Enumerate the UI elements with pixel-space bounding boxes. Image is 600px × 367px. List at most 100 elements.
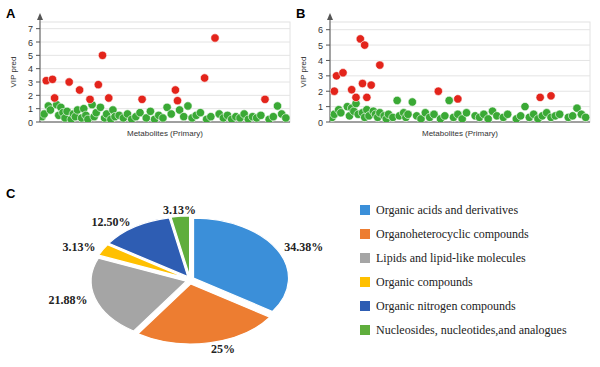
tick-mark bbox=[36, 108, 40, 109]
grid-line bbox=[330, 60, 590, 61]
plot-area bbox=[330, 22, 590, 122]
point bbox=[484, 115, 492, 122]
point bbox=[75, 86, 83, 94]
point bbox=[200, 74, 208, 82]
point bbox=[167, 110, 175, 118]
tick-label: 0 bbox=[28, 118, 33, 128]
tick-label: 4 bbox=[28, 64, 33, 74]
points bbox=[40, 34, 290, 122]
tick-mark bbox=[36, 68, 40, 69]
tick-label: 4 bbox=[318, 56, 323, 66]
point bbox=[86, 95, 94, 103]
tick-label: 2 bbox=[28, 91, 33, 101]
x-axis-title: Metabolites (Primary) bbox=[127, 129, 203, 138]
x-axis-title: Metabolites (Primary) bbox=[422, 129, 498, 138]
point bbox=[173, 96, 181, 104]
axis-arrow bbox=[37, 13, 43, 20]
scatter-panel: B0123456Metabolites (Primary)VIP pred bbox=[296, 6, 590, 138]
y-axis bbox=[40, 16, 41, 122]
tick-mark bbox=[326, 45, 330, 46]
scatter-panel: A01234567Metabolites (Primary)VIP pred bbox=[6, 6, 290, 138]
tick-mark bbox=[326, 106, 330, 107]
legend-label: Organic compounds bbox=[376, 275, 473, 289]
slice bbox=[171, 216, 190, 276]
tick-mark bbox=[36, 122, 40, 123]
tick-label: 3 bbox=[28, 78, 33, 88]
legend-swatch bbox=[360, 325, 370, 335]
point bbox=[146, 107, 154, 115]
legend-swatch bbox=[360, 205, 370, 215]
point bbox=[261, 95, 269, 103]
legend-label: Organic nitrogen compounds bbox=[376, 299, 516, 313]
point bbox=[360, 41, 368, 49]
tick-mark bbox=[36, 55, 40, 56]
point bbox=[347, 85, 355, 93]
point bbox=[568, 112, 576, 120]
point bbox=[441, 112, 449, 120]
slices bbox=[91, 216, 288, 344]
tick-mark bbox=[326, 29, 330, 30]
point bbox=[445, 96, 453, 104]
tick-label: 0 bbox=[318, 118, 323, 128]
legend-label: Organoheterocyclic compounds bbox=[376, 227, 529, 241]
point bbox=[65, 78, 73, 86]
point bbox=[352, 93, 360, 101]
point bbox=[581, 113, 589, 121]
tick-label: 6 bbox=[318, 25, 323, 35]
point bbox=[330, 87, 338, 95]
tick-label: 1 bbox=[28, 104, 33, 114]
point bbox=[339, 69, 347, 77]
grid-line bbox=[40, 28, 290, 29]
point bbox=[454, 95, 462, 103]
point bbox=[94, 80, 102, 88]
point bbox=[269, 112, 277, 120]
legend: Organic acids and derivativesOrganoheter… bbox=[360, 203, 567, 337]
point bbox=[50, 94, 58, 102]
y-axis-title: VIP pred bbox=[9, 57, 18, 88]
grid-line bbox=[330, 75, 590, 76]
point bbox=[273, 102, 281, 110]
point bbox=[434, 87, 442, 95]
point bbox=[555, 110, 563, 118]
point bbox=[171, 86, 179, 94]
point bbox=[48, 75, 56, 83]
point bbox=[462, 109, 470, 117]
point bbox=[408, 98, 416, 106]
point bbox=[363, 93, 371, 101]
tick-label: 5 bbox=[28, 51, 33, 61]
tick-mark bbox=[36, 82, 40, 83]
tick-mark bbox=[326, 75, 330, 76]
data-label: 25% bbox=[211, 342, 235, 356]
point bbox=[96, 103, 104, 111]
point bbox=[105, 94, 113, 102]
tick-label: 3 bbox=[318, 71, 323, 81]
y-axis-title: VIP pred bbox=[299, 57, 308, 88]
slice-labels: 34.38%25%21.88%3.13%12.50%3.13% bbox=[49, 203, 324, 355]
figure: A01234567Metabolites (Primary)VIP predB0… bbox=[0, 0, 600, 367]
data-label: 34.38% bbox=[284, 240, 323, 254]
legend-swatch bbox=[360, 277, 370, 287]
point bbox=[376, 61, 384, 69]
grid-line bbox=[40, 95, 290, 96]
tick-mark bbox=[326, 122, 330, 123]
grid-line bbox=[330, 29, 590, 30]
grid-line bbox=[40, 68, 290, 69]
point bbox=[367, 81, 375, 89]
legend-swatch bbox=[360, 301, 370, 311]
tick-label: 7 bbox=[28, 24, 33, 34]
tick-mark bbox=[36, 28, 40, 29]
points bbox=[330, 35, 590, 122]
point bbox=[196, 108, 204, 116]
legend-label: Lipids and lipid-like molecules bbox=[376, 251, 526, 265]
data-label: 3.13% bbox=[63, 240, 96, 254]
point bbox=[404, 110, 412, 118]
point bbox=[282, 114, 290, 122]
pie-panel: C34.38%25%21.88%3.13%12.50%3.13%Organic … bbox=[6, 186, 567, 356]
grid-line bbox=[40, 82, 290, 83]
axis-arrow bbox=[327, 13, 333, 20]
point bbox=[159, 114, 167, 122]
point bbox=[547, 92, 555, 100]
tick-label: 2 bbox=[318, 87, 323, 97]
tick-label: 1 bbox=[318, 102, 323, 112]
data-label: 21.88% bbox=[49, 293, 88, 307]
